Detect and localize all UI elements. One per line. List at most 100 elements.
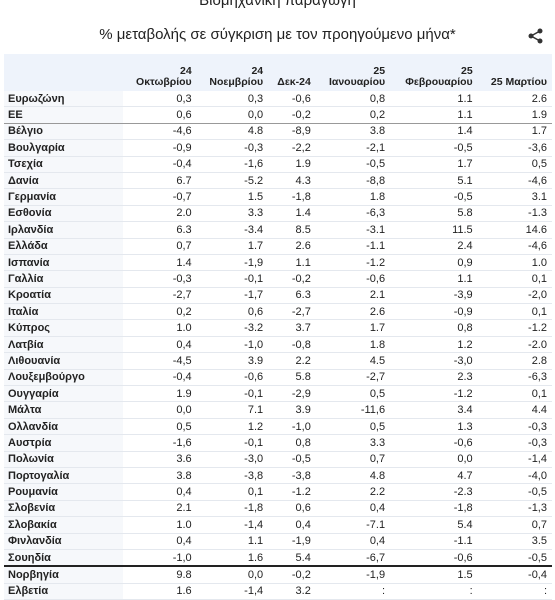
- value-cell: 2.1: [123, 500, 197, 518]
- value-cell: 0,4: [123, 483, 197, 501]
- value-cell: 1.4: [268, 205, 316, 223]
- value-cell: -4,6: [123, 123, 197, 141]
- value-cell: -1.2: [390, 385, 478, 403]
- value-cell: -0,4: [477, 566, 552, 584]
- value-cell: 2.0: [123, 205, 197, 223]
- value-cell: 7.1: [196, 401, 269, 419]
- value-cell: 14.6: [477, 221, 552, 239]
- value-cell: 1.0: [123, 516, 197, 534]
- table-row: ΕΕ 0,6 0,0 -0,2 0,2 1.1 1.9: [4, 106, 552, 124]
- value-cell: 1.5: [196, 188, 269, 206]
- value-cell: -3,0: [390, 352, 478, 370]
- value-cell: 5.8: [390, 205, 478, 223]
- value-cell: 3.9: [268, 401, 316, 419]
- header-cell: 25 Ιανουαρίου: [315, 54, 391, 91]
- value-cell: -3.2: [196, 319, 269, 337]
- table-row: Τσεχία -0,4 -1,6 1.9 -0,5 1.7 0,5: [4, 156, 552, 173]
- value-cell: -1,4: [196, 516, 269, 534]
- value-cell: -1.2: [477, 319, 552, 337]
- value-cell: -1,9: [268, 533, 316, 550]
- value-cell: -0,3: [477, 434, 552, 452]
- value-cell: -0,5: [390, 139, 478, 157]
- value-cell: 0,8: [268, 434, 316, 452]
- value-cell: 9.8: [123, 566, 197, 584]
- header-cell: 25 Φεβρουαρίου: [390, 54, 478, 91]
- country-label: ΕΕ: [4, 106, 123, 124]
- country-label: Δανία: [4, 172, 123, 190]
- value-cell: -2,0: [477, 287, 552, 305]
- country-label: Αυστρία: [4, 434, 123, 452]
- header-text: 24: [251, 65, 264, 77]
- header-text: Ιανουαρίου: [328, 76, 386, 88]
- value-cell: 2.6: [268, 238, 316, 255]
- value-cell: 2.6: [315, 303, 391, 321]
- value-cell: -6,3: [477, 369, 552, 387]
- value-cell: -0,1: [196, 385, 269, 403]
- value-cell: 0,1: [477, 385, 552, 403]
- header-text: 25: [460, 65, 473, 77]
- value-cell: -2,7: [268, 303, 316, 321]
- header-text: Δεκ-24: [277, 76, 311, 88]
- country-label: Ολλανδία: [4, 418, 123, 436]
- header-text: Οκτωβρίου: [136, 76, 192, 88]
- table-row: Ιρλανδία 6.3 -3.4 8.5 -3.1 11.5 14.6: [4, 221, 552, 239]
- header-text: Φεβρουαρίου: [405, 76, 473, 88]
- value-cell: -0,6: [315, 270, 391, 288]
- value-cell: 3.2: [268, 583, 316, 600]
- value-cell: -1,0: [196, 336, 269, 354]
- country-label: Λιθουανία: [4, 352, 123, 370]
- value-cell: -4,5: [123, 352, 197, 370]
- value-cell: 1.7: [196, 238, 269, 255]
- value-cell: 3.8: [123, 467, 197, 485]
- value-cell: -3.4: [196, 221, 269, 239]
- value-cell: 0,5: [123, 418, 197, 436]
- value-cell: -0,6: [390, 434, 478, 452]
- value-cell: 0,8: [315, 91, 391, 108]
- value-cell: 2.6: [477, 91, 552, 108]
- country-label: Βέλγιο: [4, 123, 123, 141]
- table-row: Ουγγαρία 1.9 -0,1 -2,9 0,5 -1.2 0,1: [4, 385, 552, 403]
- value-cell: 1.1: [268, 254, 316, 272]
- value-cell: 0,4: [315, 533, 391, 550]
- table-row: Μάλτα 0,0 7.1 3.9 -11,6 3.4 4.4: [4, 401, 552, 419]
- value-cell: 2.8: [477, 352, 552, 370]
- title: Βιομηχανική παραγωγή: [199, 0, 356, 9]
- country-label: Ισπανία: [4, 254, 123, 272]
- table-row: Νορβηγία 9.8 0,0 -0,2 -1,9 1.5 -0,4: [4, 566, 552, 584]
- value-cell: -1,0: [123, 549, 197, 568]
- value-cell: 8.5: [268, 221, 316, 239]
- table-row: Πορτογαλία 3.8 -3,8 -3,8 4.8 4.7 -4,0: [4, 467, 552, 485]
- value-cell: -0,5: [477, 483, 552, 501]
- value-cell: 1.9: [123, 385, 197, 403]
- value-cell: -0,1: [196, 434, 269, 452]
- country-label: Ευρωζώνη: [4, 91, 123, 108]
- value-cell: 4.7: [390, 467, 478, 485]
- table-row: Ρουμανία 0,4 0,1 -1.2 2.2 -2.3 -0,5: [4, 483, 552, 501]
- country-label: Ιρλανδία: [4, 221, 123, 239]
- value-cell: 0,0: [390, 451, 478, 468]
- country-label: Πολωνία: [4, 451, 123, 468]
- value-cell: -0,8: [268, 336, 316, 354]
- value-cell: -7.1: [315, 516, 391, 534]
- value-cell: 1.1: [196, 533, 269, 550]
- value-cell: -4,0: [477, 467, 552, 485]
- value-cell: 5.8: [268, 369, 316, 387]
- value-cell: 2.3: [390, 369, 478, 387]
- value-cell: -3,0: [196, 451, 269, 468]
- header-cell: [4, 54, 123, 91]
- share-icon[interactable]: [528, 28, 544, 44]
- value-cell: -0,5: [315, 156, 391, 173]
- header-cell: Δεκ-24: [268, 54, 316, 91]
- value-cell: -8,8: [315, 172, 391, 190]
- value-cell: -2.3: [390, 483, 478, 501]
- value-cell: -0,2: [268, 106, 316, 124]
- value-cell: 1.1: [390, 91, 478, 108]
- value-cell: -2,7: [315, 369, 391, 387]
- table-row: Κύπρος 1.0 -3.2 3.7 1.7 0,8 -1.2: [4, 319, 552, 337]
- value-cell: 1.6: [196, 549, 269, 568]
- value-cell: 1.5: [390, 566, 478, 584]
- value-cell: -2,1: [315, 139, 391, 157]
- table-row: Σλοβενία 2.1 -1,8 0,6 0,4 -1,8 -1,3: [4, 500, 552, 518]
- table-row: Εσθονία 2.0 3.3 1.4 -6,3 5.8 -1.3: [4, 205, 552, 223]
- country-label: Βουλγαρία: [4, 139, 123, 157]
